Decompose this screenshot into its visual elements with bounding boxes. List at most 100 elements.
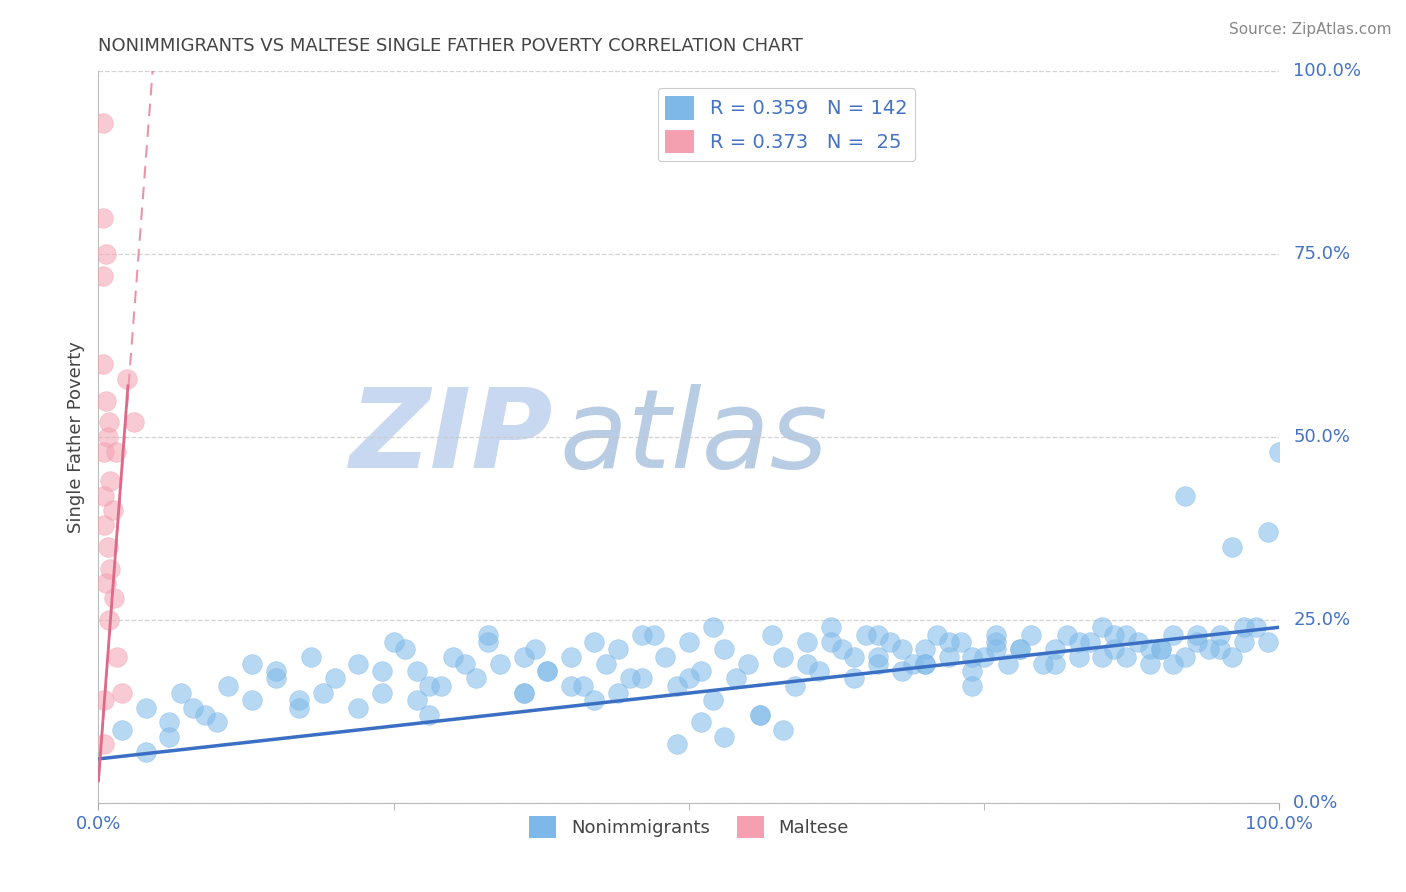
Point: [925, 627, 948, 641]
Point: [1091, 620, 1114, 634]
Text: 25.0%: 25.0%: [1294, 611, 1351, 629]
Point: [465, 672, 488, 686]
Point: [772, 649, 794, 664]
Point: [93, 517, 115, 532]
Point: [93, 737, 115, 751]
Y-axis label: Single Father Poverty: Single Father Poverty: [66, 341, 84, 533]
Point: [94, 393, 117, 408]
Point: [1043, 657, 1066, 671]
Point: [347, 700, 370, 714]
Point: [914, 657, 936, 671]
Point: [678, 635, 700, 649]
Point: [441, 649, 464, 664]
Point: [997, 657, 1019, 671]
Point: [1032, 657, 1054, 671]
Point: [288, 693, 311, 707]
Point: [1139, 657, 1161, 671]
Point: [1067, 649, 1090, 664]
Point: [312, 686, 335, 700]
Point: [91, 211, 114, 225]
Point: [240, 657, 263, 671]
Text: NONIMMIGRANTS VS MALTESE SINGLE FATHER POVERTY CORRELATION CHART: NONIMMIGRANTS VS MALTESE SINGLE FATHER P…: [98, 37, 803, 54]
Point: [264, 664, 287, 678]
Point: [91, 269, 114, 284]
Point: [1102, 642, 1125, 657]
Point: [240, 693, 263, 707]
Point: [288, 700, 311, 714]
Point: [1008, 642, 1031, 657]
Point: [1198, 642, 1220, 657]
Point: [938, 635, 960, 649]
Point: [93, 489, 115, 503]
Point: [748, 708, 770, 723]
Point: [536, 664, 558, 678]
Point: [1139, 642, 1161, 657]
Point: [418, 679, 440, 693]
Point: [98, 474, 121, 488]
Point: [1008, 642, 1031, 657]
Point: [1244, 620, 1267, 634]
Point: [1233, 635, 1256, 649]
Point: [1174, 649, 1197, 664]
Point: [984, 635, 1007, 649]
Point: [91, 357, 114, 371]
Text: 100.0%: 100.0%: [1294, 62, 1361, 80]
Point: [831, 642, 853, 657]
Point: [1126, 635, 1149, 649]
Point: [477, 635, 499, 649]
Point: [94, 576, 117, 591]
Point: [1161, 627, 1184, 641]
Point: [97, 430, 120, 444]
Point: [299, 649, 322, 664]
Point: [595, 657, 617, 671]
Point: [630, 627, 652, 641]
Point: [666, 679, 689, 693]
Point: [512, 649, 534, 664]
Text: 0.0%: 0.0%: [1294, 794, 1339, 812]
Point: [394, 642, 416, 657]
Point: [796, 635, 818, 649]
Point: [1220, 540, 1243, 554]
Point: [984, 642, 1007, 657]
Point: [713, 642, 735, 657]
Legend: Nonimmigrants, Maltese: Nonimmigrants, Maltese: [522, 808, 856, 845]
Point: [938, 649, 960, 664]
Point: [489, 657, 512, 671]
Point: [962, 664, 984, 678]
Point: [607, 686, 630, 700]
Point: [583, 693, 606, 707]
Point: [748, 708, 770, 723]
Point: [866, 657, 889, 671]
Point: [418, 708, 440, 723]
Point: [105, 649, 128, 664]
Point: [1080, 635, 1102, 649]
Point: [571, 679, 593, 693]
Point: [157, 715, 180, 730]
Point: [1067, 635, 1090, 649]
Point: [890, 664, 912, 678]
Point: [962, 679, 984, 693]
Point: [560, 649, 582, 664]
Point: [406, 664, 429, 678]
Point: [689, 715, 711, 730]
Point: [761, 627, 783, 641]
Point: [157, 730, 180, 744]
Point: [914, 642, 936, 657]
Point: [666, 737, 689, 751]
Point: [103, 591, 125, 605]
Point: [654, 649, 676, 664]
Point: [93, 444, 115, 458]
Point: [1161, 657, 1184, 671]
Point: [713, 730, 735, 744]
Text: 50.0%: 50.0%: [1294, 428, 1350, 446]
Point: [1185, 627, 1208, 641]
Point: [725, 672, 748, 686]
Point: [1021, 627, 1043, 641]
Point: [820, 620, 842, 634]
Text: Source: ZipAtlas.com: Source: ZipAtlas.com: [1229, 22, 1392, 37]
Point: [785, 679, 807, 693]
Point: [855, 627, 877, 641]
Point: [866, 627, 889, 641]
Point: [903, 657, 925, 671]
Point: [217, 679, 239, 693]
